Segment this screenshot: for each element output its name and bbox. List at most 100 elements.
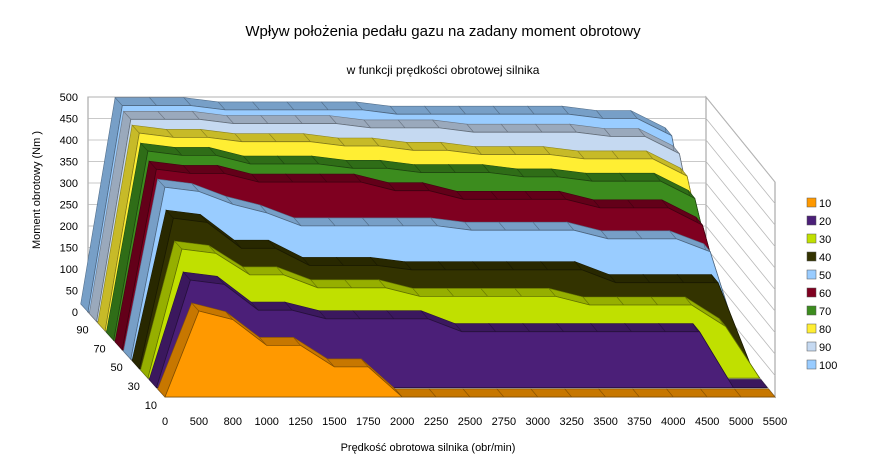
- chart-subtitle: w funkcji prędkości obrotowej silnika: [346, 63, 540, 77]
- depth-tick-label: 10: [145, 400, 157, 412]
- series-top-segment: [524, 191, 567, 200]
- legend-item: 50: [806, 269, 831, 282]
- depth-tick-label: 70: [93, 343, 105, 355]
- series-top-segment: [603, 128, 646, 137]
- series-top-segment: [600, 230, 643, 240]
- x-tick-label: 1000: [254, 416, 278, 428]
- legend-item: 80: [806, 323, 831, 336]
- series-top-segment: [624, 323, 667, 333]
- series-top-segment: [616, 296, 659, 306]
- gridline: [88, 96, 776, 183]
- legend-item: 70: [806, 305, 831, 318]
- y-tick-label: 0: [72, 307, 78, 319]
- ticks-layer: 0 50 100 150 200 250 300 350 400 450 5000 500 800 100…: [60, 92, 788, 428]
- legend-item: 30: [806, 233, 831, 246]
- legend-swatch: [806, 323, 817, 334]
- legend-item: 60: [806, 287, 831, 300]
- series-top-segment: [474, 146, 517, 155]
- depth-tick-label: 30: [128, 381, 140, 393]
- series-top-segment: [733, 388, 776, 398]
- y-axis-label: Moment obrotowy (Nm ): [31, 131, 43, 249]
- series-top-segment: [666, 388, 708, 398]
- x-tick-label: 4000: [661, 416, 685, 428]
- legend-swatch: [806, 215, 817, 226]
- legend-swatch: [806, 251, 817, 262]
- y-tick-label: 100: [60, 264, 78, 276]
- series-top-segment: [590, 323, 633, 333]
- legend-item: 10: [806, 197, 831, 210]
- legend: 10 20 30 40 50 60 70 80 90 100: [806, 197, 837, 372]
- x-tick-label: 3000: [526, 416, 550, 428]
- series-top-segment: [492, 105, 535, 115]
- x-tick-label: 3250: [559, 416, 583, 428]
- x-tick-label: 5500: [763, 416, 787, 428]
- series-top-segment: [500, 123, 543, 133]
- x-tick-label: 800: [224, 416, 242, 428]
- series-top-segment: [699, 388, 742, 398]
- legend-swatch: [806, 359, 817, 370]
- series-top-segment: [611, 150, 654, 160]
- series-top-segment: [526, 105, 570, 115]
- series-top-segment: [650, 296, 693, 306]
- x-tick-label: 3750: [627, 416, 651, 428]
- legend-label: 20: [819, 216, 831, 228]
- x-axis-label: Prędkość obrotowa silnika (obr/min): [341, 442, 516, 454]
- legend-label: 70: [819, 306, 831, 318]
- x-tick-label: 4500: [695, 416, 719, 428]
- chart-title: Wpływ położenia pedału gazu na zadany mo…: [245, 23, 641, 40]
- y-tick-label: 250: [60, 200, 78, 212]
- series-top-segment: [423, 105, 467, 115]
- series-top-segment: [608, 274, 651, 284]
- series-top-segment: [634, 230, 677, 240]
- legend-swatch: [806, 305, 817, 316]
- series-top-segment: [577, 150, 620, 160]
- series-top-segment: [532, 221, 575, 231]
- legend-label: 30: [819, 234, 831, 246]
- legend-swatch: [806, 269, 817, 280]
- depth-tick-label: 50: [111, 362, 123, 374]
- y-tick-label: 450: [60, 114, 78, 126]
- legend-label: 100: [819, 360, 837, 372]
- series-top-segment: [626, 199, 670, 209]
- series-face: [164, 310, 775, 398]
- series-top-segment: [595, 110, 638, 119]
- x-tick-label: 5000: [729, 416, 753, 428]
- series-top-segment: [584, 172, 628, 182]
- y-tick-label: 400: [60, 135, 78, 147]
- y-tick-label: 150: [60, 243, 78, 255]
- legend-item: 100: [806, 359, 837, 372]
- series-top-segment: [642, 274, 685, 284]
- legend-label: 40: [819, 252, 831, 264]
- x-tick-label: 1250: [288, 416, 312, 428]
- series-top-segment: [540, 261, 583, 271]
- x-tick-label: 1750: [356, 416, 380, 428]
- depth-tick-label: 90: [76, 324, 88, 336]
- legend-item: 90: [806, 341, 831, 354]
- x-tick-label: 2000: [390, 416, 414, 428]
- legend-label: 60: [819, 288, 831, 300]
- x-tick-label: 1500: [322, 416, 346, 428]
- series-top-segment: [619, 172, 662, 182]
- legend-label: 80: [819, 324, 831, 336]
- y-tick-label: 500: [60, 92, 78, 104]
- legend-label: 50: [819, 270, 831, 282]
- legend-label: 10: [819, 198, 831, 210]
- series-top-segment: [514, 288, 557, 297]
- x-tick-label: 2250: [424, 416, 448, 428]
- y-tick-label: 50: [66, 286, 78, 298]
- y-tick-label: 350: [60, 157, 78, 169]
- y-tick-label: 200: [60, 221, 78, 233]
- legend-label: 90: [819, 342, 831, 354]
- legend-item: 40: [806, 251, 831, 264]
- legend-swatch: [806, 287, 817, 298]
- series-10: [157, 302, 776, 398]
- x-tick-label: 500: [190, 416, 208, 428]
- legend-swatch: [806, 341, 817, 352]
- series-top-segment: [582, 296, 625, 306]
- series-top-segment: [598, 388, 641, 398]
- series-top-segment: [632, 388, 674, 398]
- y-tick-label: 300: [60, 178, 78, 190]
- series-top-segment: [534, 123, 578, 133]
- x-tick-label: 2750: [492, 416, 516, 428]
